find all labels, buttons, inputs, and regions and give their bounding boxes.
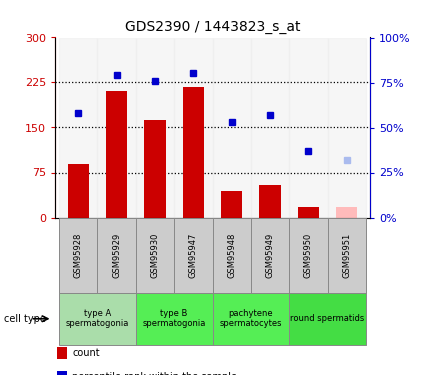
Text: GSM95928: GSM95928 [74,232,83,278]
Bar [174,38,212,218]
Bar [212,38,251,218]
Bar [97,217,136,292]
Bar [136,38,174,218]
Bar [59,38,97,218]
Text: pachytene
spermatocytes: pachytene spermatocytes [220,309,282,328]
Bar [183,87,204,218]
Bar [298,207,319,218]
Text: GSM95930: GSM95930 [150,232,159,278]
Bar [106,92,127,218]
Bar [136,292,212,345]
Text: GSM95949: GSM95949 [266,232,275,278]
Bar [57,371,67,375]
Bar [57,346,67,358]
Text: round spermatids: round spermatids [290,314,365,323]
Bar [212,217,251,292]
Bar [144,120,165,218]
Text: type A
spermatogonia: type A spermatogonia [66,309,129,328]
Text: count: count [72,348,100,357]
Text: type B
spermatogonia: type B spermatogonia [142,309,206,328]
Text: GSM95947: GSM95947 [189,232,198,278]
Text: GSM95948: GSM95948 [227,232,236,278]
Bar [289,292,366,345]
Bar [251,217,289,292]
Bar [68,164,89,218]
Text: GSM95950: GSM95950 [304,232,313,278]
Text: GSM95951: GSM95951 [342,232,351,278]
Bar [289,38,328,218]
Bar [336,207,357,218]
Bar [212,292,289,345]
Text: percentile rank within the sample: percentile rank within the sample [72,372,237,375]
Bar [59,292,136,345]
Bar [328,38,366,218]
Title: GDS2390 / 1443823_s_at: GDS2390 / 1443823_s_at [125,20,300,34]
Bar [289,217,328,292]
Bar [59,217,97,292]
Bar [97,38,136,218]
Text: GSM95929: GSM95929 [112,232,121,278]
Text: cell type: cell type [4,314,46,324]
Bar [260,184,280,218]
Bar [328,217,366,292]
Bar [174,217,212,292]
Bar [251,38,289,218]
Bar [221,190,242,217]
Bar [136,217,174,292]
